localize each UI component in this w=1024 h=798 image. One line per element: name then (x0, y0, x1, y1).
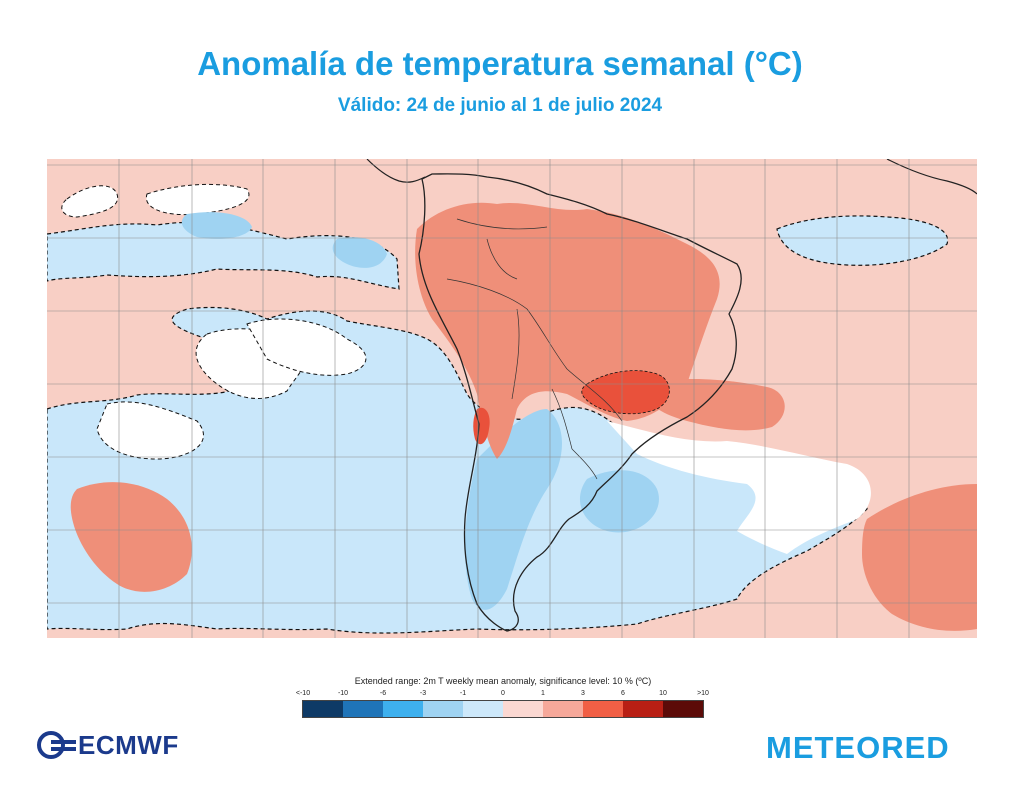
south-america-coastline (418, 173, 742, 632)
neutral-patch-pacific-2 (96, 401, 204, 460)
cool-region-equatorial-atlantic (776, 215, 949, 266)
central-america-coastline (366, 159, 426, 183)
legend-tick-label: >10 (697, 690, 709, 697)
neutral-patch-north-2 (145, 183, 250, 216)
neutral-patch-pacific-3 (246, 318, 367, 376)
legend-tick-label: -3 (419, 690, 427, 697)
legend-tick-label: 6 (621, 690, 625, 697)
legend-title: Extended range: 2m T weekly mean anomaly… (354, 676, 652, 686)
anomaly-map (47, 159, 977, 638)
cool-region-north-pacific (47, 221, 400, 290)
legend-color-bar (302, 700, 704, 718)
legend-tick-label: 10 (659, 690, 667, 697)
ecmwf-mark-icon (37, 731, 76, 759)
africa-coastline (886, 159, 977, 195)
cold-patch-pacific (181, 212, 252, 239)
legend-tick-label: 1 (541, 690, 545, 697)
legend-tick-label: 3 (581, 690, 585, 697)
map-subtitle: Válido: 24 de junio al 1 de julio 2024 (337, 95, 663, 116)
legend-swatch (303, 701, 343, 717)
cold-patch-pacific-2 (332, 237, 387, 268)
ecmwf-logo: ECMWF (36, 730, 179, 760)
legend-swatch (463, 701, 503, 717)
legend-swatch (503, 701, 543, 717)
legend-swatch (423, 701, 463, 717)
legend-tick-label: -10 (337, 690, 349, 697)
legend-tick-label: -1 (459, 690, 467, 697)
cold-patch-argentina (465, 409, 562, 610)
warm-patch-atlantic (862, 484, 977, 631)
legend-ticks: <-10 -10 -6 -3 -1 0 1 3 6 10 >10 (296, 690, 709, 700)
legend-swatch (583, 701, 623, 717)
map-title: Anomalía de temperatura semanal (°C) (197, 45, 803, 82)
meteored-logo: METEORED (766, 730, 950, 765)
legend-swatch (663, 701, 703, 717)
ecmwf-logo-text: ECMWF (78, 729, 179, 760)
warm-region-atlantic-coast (646, 378, 785, 431)
country-borders (446, 218, 623, 480)
legend-tick-label: -6 (379, 690, 387, 697)
legend-swatch (383, 701, 423, 717)
legend-tick-label: 0 (501, 690, 505, 697)
neutral-band-atlantic (607, 421, 871, 554)
legend-swatch (543, 701, 583, 717)
legend-swatch (623, 701, 663, 717)
hot-core-southern-brazil (581, 370, 670, 415)
warm-patch-pacific (70, 482, 192, 592)
cold-patch-atlantic (579, 470, 659, 533)
legend-tick-label: <-10 (295, 690, 311, 697)
legend-swatch (343, 701, 383, 717)
neutral-patch-north (61, 185, 119, 218)
map-grid (47, 159, 977, 638)
